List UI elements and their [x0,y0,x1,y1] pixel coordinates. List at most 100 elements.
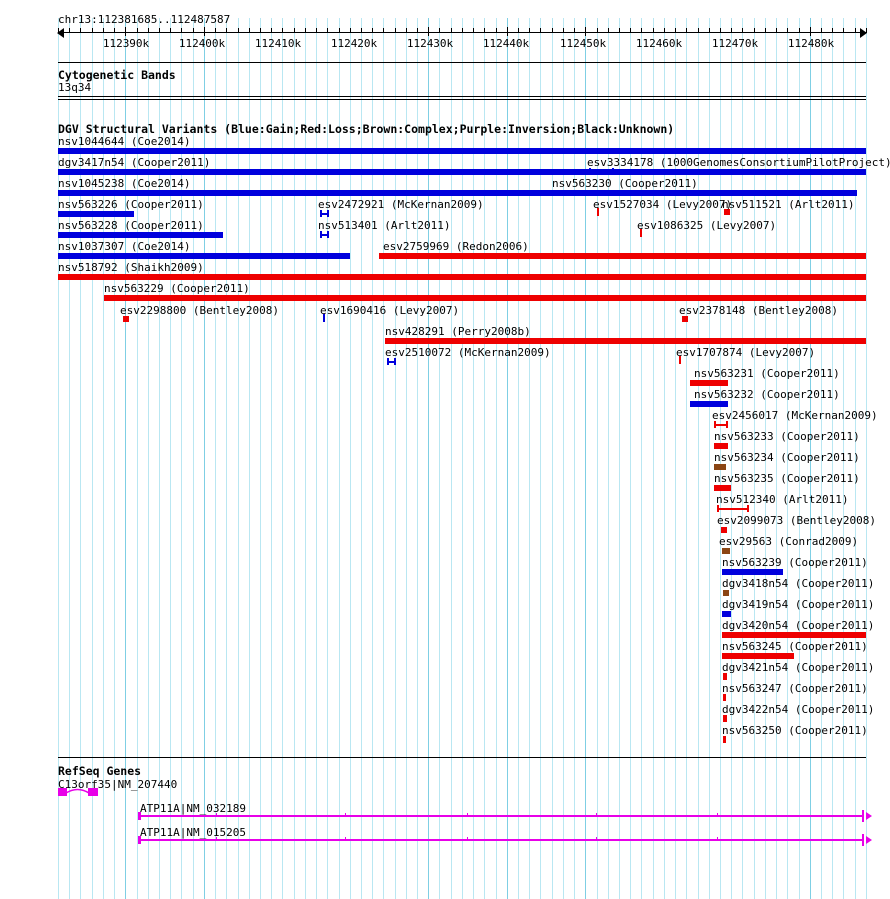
exon-block [596,813,597,816]
dgv-feature-label[interactable]: nsv563245 (Cooper2011) [722,640,868,653]
dgv-feature-bar[interactable] [723,694,726,701]
dgv-feature-bar[interactable] [682,316,688,322]
dgv-feature-bar[interactable] [723,673,727,680]
dgv-feature-label[interactable]: esv2510072 (McKernan2009) [385,346,551,359]
dgv-feature-label[interactable]: nsv518792 (Shaikh2009) [58,261,204,274]
ruler-tick-minor [496,28,497,33]
dgv-feature-label[interactable]: esv1527034 (Levy2007) [593,198,733,211]
coordinate-ruler[interactable]: 112390k 112400k 112410k 112420k 112430k 11244… [57,27,867,50]
dgv-feature-bar[interactable] [385,338,866,344]
dgv-feature-bar[interactable] [58,253,350,259]
ruler-tick-minor [327,28,328,33]
dgv-feature-label[interactable]: esv3334178 (1000GenomesConsortiumPilotPr… [587,156,890,169]
dgv-feature-label[interactable]: nsv1037307 (Coe2014) [58,240,191,253]
dgv-feature-bar[interactable] [58,232,223,238]
dgv-feature-label[interactable]: nsv1045238 (Coe2014) [58,177,191,190]
dgv-feature-label[interactable]: dgv3419n54 (Cooper2011) [722,598,875,611]
dgv-feature-label[interactable]: nsv511521 (Arlt2011) [722,198,855,211]
dgv-feature-label[interactable]: nsv563229 (Cooper2011) [104,282,250,295]
dgv-feature-bar[interactable] [722,653,794,659]
dgv-feature-bar[interactable] [58,190,555,196]
dgv-feature-label[interactable]: nsv1044644 (Coe2014) [58,135,191,148]
span-stem [321,213,328,215]
dgv-feature-label[interactable]: nsv563226 (Cooper2011) [58,198,204,211]
dgv-feature-label[interactable]: dgv3418n54 (Cooper2011) [722,577,875,590]
dgv-feature-bar[interactable] [723,590,729,596]
dgv-feature-bar[interactable] [104,295,866,301]
dgv-feature-label[interactable]: esv2099073 (Bentley2008) [717,514,876,527]
dgv-feature-label[interactable]: nsv563230 (Cooper2011) [552,177,698,190]
dgv-feature-bar[interactable] [679,356,681,364]
dgv-feature-label[interactable]: esv2759969 (Redon2006) [383,240,529,253]
ruler-tick-minor [249,28,250,33]
dgv-feature-bar[interactable] [714,485,731,491]
ruler-tick-minor [395,28,396,33]
gene-label[interactable]: C13orf35|NM_207440 [58,778,178,791]
dgv-feature-label[interactable]: dgv3422n54 (Cooper2011) [722,703,875,716]
ruler-tick-minor [260,28,261,33]
ruler-tick-label: 112430k [406,37,454,50]
dgv-feature-label[interactable]: esv1707874 (Levy2007) [676,346,816,359]
ruler-tick-minor [181,28,182,33]
dgv-feature-label[interactable]: esv2298800 (Bentley2008) [120,304,279,317]
dgv-feature-bar[interactable] [723,736,726,743]
dgv-feature-label[interactable]: esv29563 (Conrad2009) [719,535,859,548]
gene-label[interactable]: ATP11A|NM_015205 [140,826,246,839]
dgv-feature-bar[interactable] [724,209,730,215]
dgv-feature-label[interactable]: nsv563247 (Cooper2011) [722,682,868,695]
dgv-feature-label[interactable]: esv1690416 (Levy2007) [320,304,460,317]
dgv-feature-label[interactable]: nsv428291 (Perry2008b) [385,325,531,338]
dgv-feature-bar[interactable] [690,401,728,407]
dgv-feature-bar[interactable] [58,211,134,217]
dgv-feature-label[interactable]: dgv3417n54 (Cooper2011) [58,156,211,169]
dgv-feature-bar[interactable] [722,632,866,638]
dgv-feature-bar[interactable] [323,314,325,322]
dgv-feature-bar[interactable] [552,190,857,196]
dgv-feature-label[interactable]: esv2456017 (McKernan2009) [712,409,878,422]
dgv-feature-bar[interactable] [722,569,783,575]
dgv-feature-bar[interactable] [722,611,731,617]
dgv-feature-label[interactable]: nsv513401 (Arlt2011) [318,219,451,232]
dgv-feature-bar[interactable] [722,548,730,554]
dgv-feature-label[interactable]: esv2472921 (McKernan2009) [318,198,484,211]
dgv-feature-label[interactable]: nsv563234 (Cooper2011) [714,451,860,464]
exon-block [58,788,67,796]
dgv-feature-bar[interactable] [714,443,728,449]
dgv-feature-bar[interactable] [58,274,866,280]
dgv-feature-span-marker[interactable] [589,168,614,175]
dgv-feature-label[interactable]: nsv563239 (Cooper2011) [722,556,868,569]
dgv-feature-label[interactable]: nsv563250 (Cooper2011) [722,724,868,737]
dgv-feature-label[interactable]: esv1086325 (Levy2007) [637,219,777,232]
dgv-feature-span-marker[interactable] [387,358,396,365]
dgv-feature-bar[interactable] [690,380,728,386]
dgv-feature-label[interactable]: nsv563228 (Cooper2011) [58,219,204,232]
dgv-feature-bar[interactable] [58,169,866,175]
dgv-feature-bar[interactable] [723,715,727,722]
dgv-feature-label[interactable]: nsv512340 (Arlt2011) [716,493,849,506]
dgv-feature-bar[interactable] [123,316,129,322]
dgv-feature-bar[interactable] [721,527,727,533]
cytoband-label[interactable]: 13q34 [58,81,92,94]
ruler-tick-minor [765,28,766,33]
dgv-feature-label[interactable]: nsv563235 (Cooper2011) [714,472,860,485]
gene-label[interactable]: ATP11A|NM_032189 [140,802,246,815]
dgv-feature-span-marker[interactable] [320,231,329,238]
ruler-tick-minor [608,28,609,33]
dgv-feature-bar[interactable] [58,148,866,154]
dgv-feature-label[interactable]: nsv563232 (Cooper2011) [694,388,840,401]
dgv-feature-label[interactable]: dgv3421n54 (Cooper2011) [722,661,875,674]
dgv-feature-span-marker[interactable] [717,505,749,512]
gene-model[interactable] [0,810,890,822]
gene-model[interactable] [0,834,890,846]
dgv-feature-label[interactable]: nsv563231 (Cooper2011) [694,367,840,380]
dgv-feature-bar[interactable] [379,253,866,259]
dgv-feature-label[interactable]: nsv563233 (Cooper2011) [714,430,860,443]
dgv-feature-bar[interactable] [714,464,726,470]
dgv-feature-label[interactable]: esv2378148 (Bentley2008) [679,304,838,317]
dgv-feature-label[interactable]: dgv3420n54 (Cooper2011) [722,619,875,632]
dgv-feature-bar[interactable] [597,208,599,216]
gene-model[interactable] [0,786,890,798]
dgv-feature-span-marker[interactable] [320,210,329,217]
ruler-tick-minor [799,28,800,33]
dgv-feature-span-marker[interactable] [714,421,728,428]
